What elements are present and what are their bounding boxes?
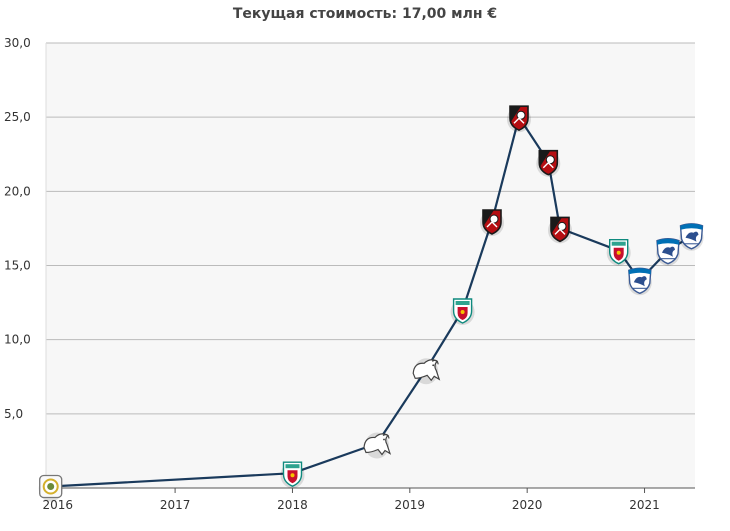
crest-top: [680, 223, 703, 230]
crest-center: [47, 483, 55, 490]
data-point-bournemouth: [548, 216, 572, 244]
cardiff-bird-icon: [662, 246, 675, 257]
x-tick-label: 2019: [395, 498, 426, 512]
cardiff-bird-icon: [685, 231, 699, 242]
crest-detail: [542, 161, 554, 169]
crest-stripe: [483, 210, 494, 227]
y-tick-label: 20,0: [4, 184, 31, 198]
crest-stripe: [551, 217, 562, 235]
crest-detail: [486, 221, 498, 228]
data-point-liverpool: [280, 461, 305, 489]
data-point-bournemouth: [507, 105, 531, 133]
crest-detail: [460, 310, 465, 314]
data-point-derby: [412, 358, 441, 385]
x-tick-label: 2018: [277, 498, 308, 512]
x-tick-label: 2020: [512, 498, 543, 512]
data-point-cardiff: [679, 223, 704, 251]
ram-eye: [432, 364, 435, 367]
y-tick-label: 30,0: [4, 36, 31, 50]
data-point-cardiff: [656, 238, 680, 266]
y-tick-label: 10,0: [4, 333, 31, 347]
crest-detail: [554, 228, 566, 235]
crest-ball-icon: [489, 214, 499, 224]
crest-band: [285, 464, 300, 469]
x-tick-label: 2017: [160, 498, 191, 512]
cardiff-bird-icon: [633, 276, 647, 287]
crest-band: [455, 301, 470, 305]
crest-stripe: [510, 106, 521, 124]
crest-ball-icon: [516, 110, 526, 120]
crest-detail: [513, 117, 525, 124]
ram-horn: [382, 433, 390, 439]
crest-ball-icon: [557, 221, 567, 231]
y-tick-label: 15,0: [4, 259, 31, 273]
data-point-first-club: [38, 474, 63, 502]
data-point-cardiff: [627, 267, 652, 296]
crest-band: [611, 241, 626, 246]
crest-stripe: [539, 150, 551, 168]
y-tick-label: 5,0: [4, 407, 23, 421]
data-point-derby: [363, 432, 392, 459]
crest-detail: [616, 250, 621, 255]
x-tick-label: 2021: [629, 498, 660, 512]
crest-top: [657, 238, 679, 245]
ram-horn: [431, 359, 439, 365]
crest-top: [628, 268, 651, 275]
data-point-bournemouth: [480, 209, 504, 236]
ram-eye: [383, 438, 385, 441]
x-tick-label: 2016: [42, 498, 73, 512]
crest-ball-icon: [545, 155, 555, 165]
crest-detail: [290, 473, 295, 478]
data-point-bournemouth: [536, 149, 561, 177]
data-point-liverpool: [606, 238, 631, 266]
y-tick-label: 25,0: [4, 110, 31, 124]
chart-title: Текущая стоимость: 17,00 млн €: [232, 6, 498, 22]
data-point-liverpool: [450, 298, 475, 325]
